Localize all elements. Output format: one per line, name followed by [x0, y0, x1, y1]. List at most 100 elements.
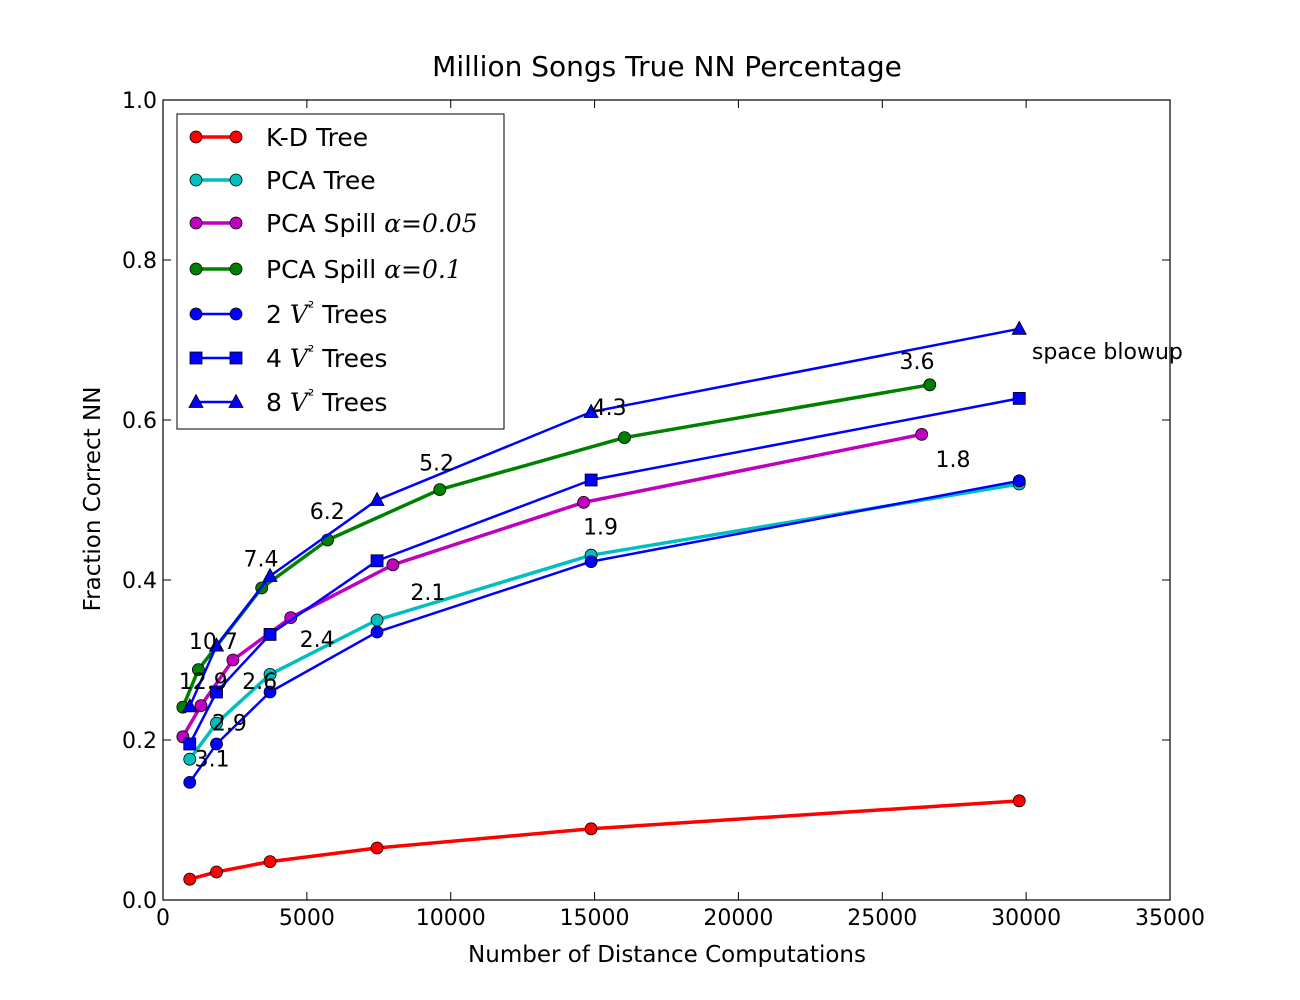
legend-marker [189, 262, 203, 276]
plot-frame [162, 99, 1171, 901]
legend-label-part: 2 [266, 300, 290, 329]
annotation-label: 2.4 [300, 628, 335, 653]
data-point [210, 685, 223, 699]
legend-marker [188, 393, 204, 408]
legend-label-part: 4 [266, 344, 290, 373]
legend-label-part: ² [308, 342, 314, 361]
data-point [584, 555, 598, 568]
y-tick-label: 0.4 [122, 569, 157, 594]
annotation-label: 10.7 [189, 630, 238, 655]
legend-label-part: PCA Spill [266, 255, 384, 284]
legend-label-part: Trees [314, 344, 387, 373]
annotation-label: 5.2 [419, 451, 454, 476]
data-point [284, 611, 298, 624]
y-axis-label: Fraction Correct NN [80, 387, 106, 612]
legend-label-part: PCA Spill [266, 209, 384, 238]
annotation-label: 3.6 [900, 350, 935, 375]
legend-label: K-D Tree [266, 123, 368, 152]
series-line [188, 482, 1020, 761]
legend-marker [189, 130, 203, 144]
legend-label-part: K-D Tree [266, 123, 368, 152]
data-point [263, 668, 277, 681]
legend-label-part: α [384, 255, 401, 284]
legend-item: PCA Spill α=0.1 [189, 255, 462, 284]
data-point [1012, 794, 1026, 808]
series-layer [176, 320, 1027, 886]
legend-label-part: PCA Tree [266, 166, 376, 195]
legend-item: PCA Spill α=0.05 [189, 209, 478, 238]
legend-marker [229, 173, 243, 187]
legend-item: 2 V² Trees [189, 298, 387, 329]
legend-label: 2 V² Trees [266, 298, 387, 329]
legend-label-part: 8 [266, 388, 290, 417]
series-4 [183, 474, 1026, 789]
y-tick-label: 0.8 [122, 249, 157, 274]
data-point [1012, 391, 1026, 405]
x-tick-label: 15000 [560, 906, 630, 931]
legend-label-part: α [384, 209, 401, 238]
legend-marker [229, 351, 243, 365]
legend-label: 8 V² Trees [266, 386, 387, 417]
x-axis-label: Number of Distance Computations [468, 942, 866, 968]
data-point [210, 716, 223, 730]
data-point [370, 841, 384, 855]
data-point [262, 567, 278, 582]
legend-marker [229, 216, 243, 230]
legend-marker [189, 307, 203, 321]
data-point [1012, 474, 1026, 488]
annotation-label: space blowup [1032, 340, 1183, 365]
x-tick-label: 0 [156, 906, 170, 931]
series-0 [183, 794, 1026, 886]
data-point [583, 403, 599, 418]
legend-label-part: ² [308, 298, 314, 317]
series-5 [183, 391, 1026, 751]
data-point [370, 625, 384, 639]
series-6 [182, 320, 1027, 713]
y-tick-label: 1.0 [122, 89, 157, 114]
y-tick-label: 0.2 [122, 729, 157, 754]
data-point [370, 613, 384, 627]
legend-marker [229, 262, 243, 276]
data-point [386, 558, 400, 572]
legend-label-part: =0.05 [401, 209, 478, 238]
x-tick-label: 20000 [703, 906, 773, 931]
series-line [188, 397, 1020, 745]
data-point [263, 855, 277, 868]
x-tick-label: 35000 [1135, 906, 1205, 931]
legend-label-part: V [290, 300, 311, 329]
legend-label: PCA Tree [266, 166, 376, 195]
data-point [370, 554, 384, 568]
data-point [183, 737, 197, 751]
data-point [182, 698, 198, 713]
series-1 [183, 477, 1026, 766]
data-point [584, 473, 598, 487]
data-point [433, 483, 447, 497]
series-line [188, 479, 1020, 784]
data-point [210, 865, 223, 879]
data-point [923, 378, 937, 392]
annotation-label: 1.8 [936, 448, 971, 473]
legend-marker [189, 351, 203, 365]
chart-title: Million Songs True NN Percentage [432, 50, 902, 83]
data-point [263, 628, 277, 641]
legend-item: 4 V² Trees [189, 342, 387, 373]
x-tick-label: 10000 [416, 906, 486, 931]
x-tick-label: 5000 [279, 906, 335, 931]
data-point [208, 637, 225, 652]
legend-label: PCA Spill α=0.05 [266, 209, 478, 238]
data-point [183, 776, 197, 789]
y-tick-label: 0.6 [122, 409, 157, 434]
legend-marker [229, 307, 243, 321]
annotation-label: 3.1 [195, 747, 230, 772]
data-point [369, 491, 385, 506]
series-line [188, 327, 1020, 707]
legend-label-part: V [290, 344, 311, 373]
data-point [191, 663, 205, 676]
annotation-label: 1.9 [583, 515, 618, 540]
annotation-label: 6.2 [310, 500, 345, 525]
annotation-label: 2.6 [242, 670, 277, 695]
data-point [584, 822, 598, 836]
data-point [226, 653, 240, 667]
legend-item: 8 V² Trees [188, 386, 387, 417]
